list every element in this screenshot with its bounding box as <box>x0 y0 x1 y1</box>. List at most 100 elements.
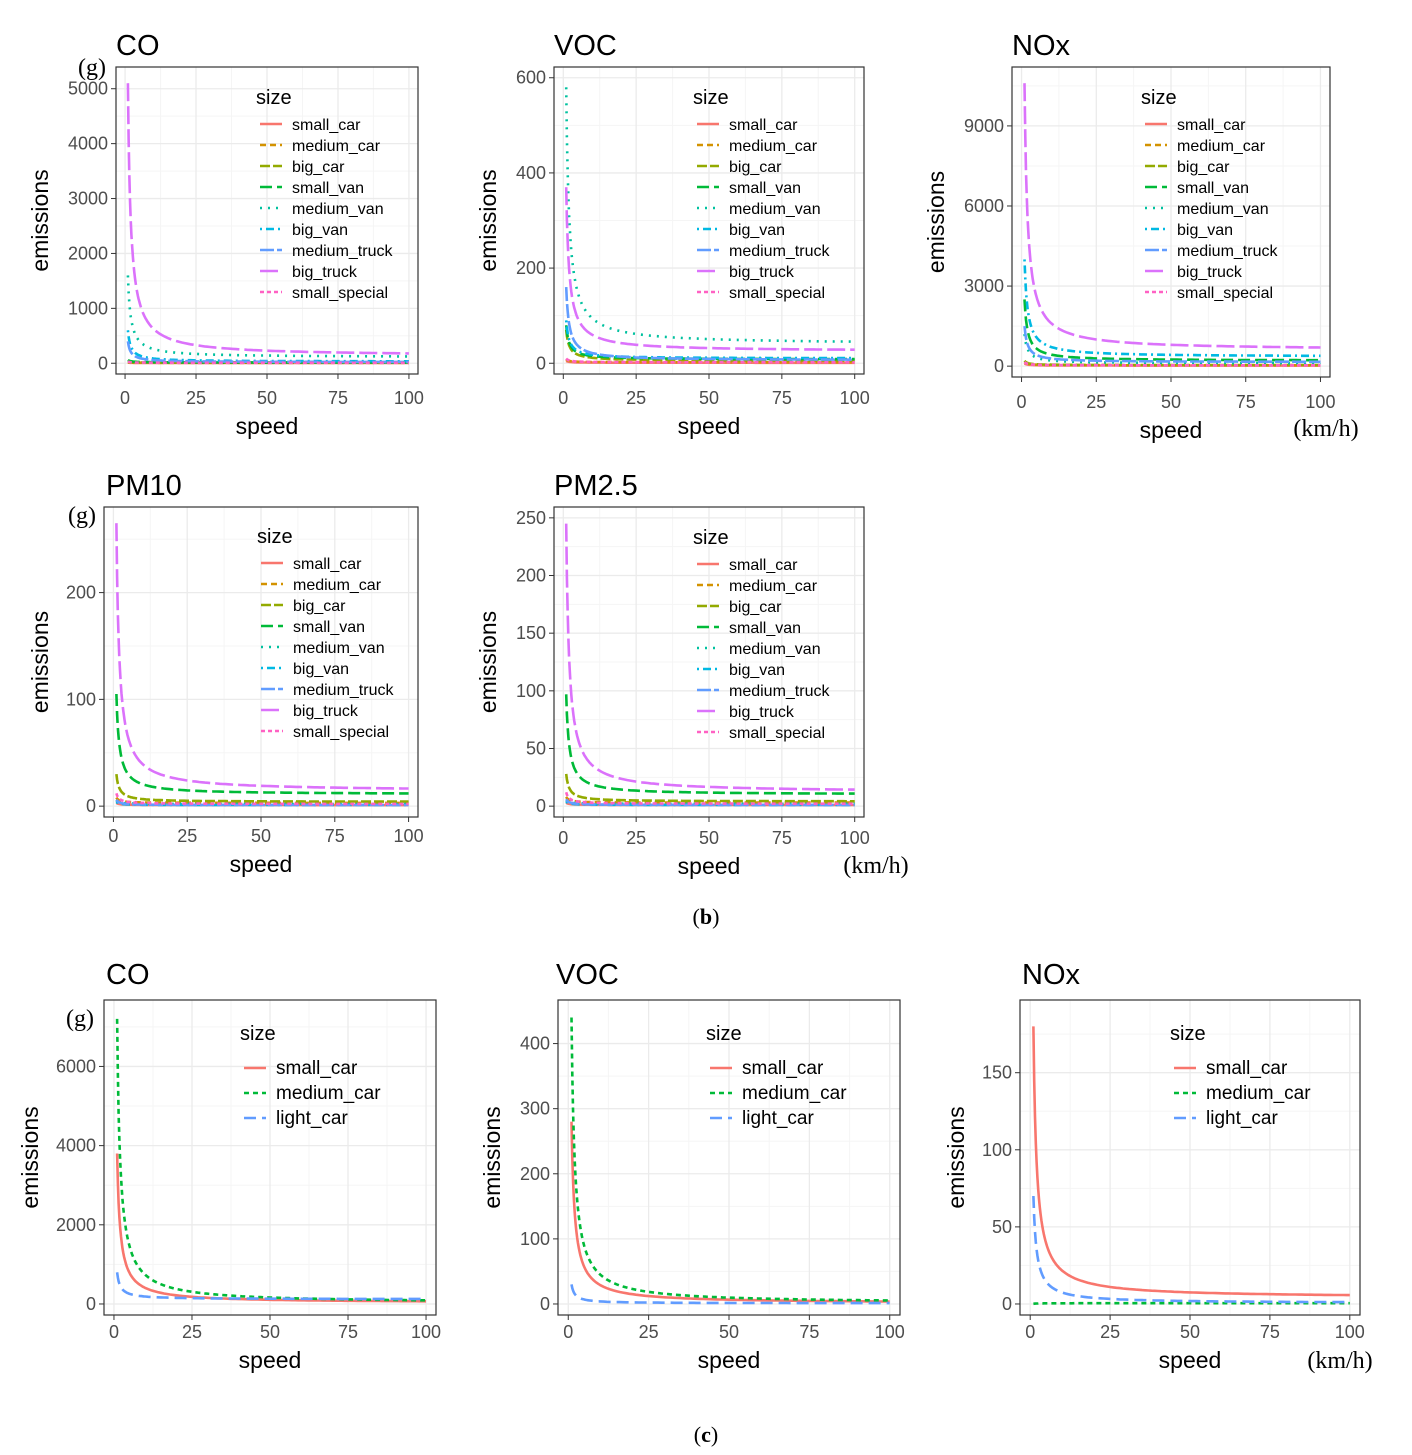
series-group <box>1023 83 1321 367</box>
legend-label-big-car: big_car <box>1177 159 1230 176</box>
y-tick-label: 3000 <box>964 276 1004 296</box>
x-tick-label: 25 <box>626 828 646 848</box>
x-axis-label: speed <box>239 1347 302 1373</box>
series-line-small-car <box>1032 1026 1350 1297</box>
legend-label-medium-car: medium_car <box>1177 138 1266 155</box>
y-tick-label: 2000 <box>68 243 108 263</box>
x-tick-label: 0 <box>1025 1322 1035 1342</box>
y-tick-label: 300 <box>520 1099 550 1119</box>
x-tick-label: 100 <box>394 826 424 846</box>
x-tick-label: 75 <box>325 826 345 846</box>
legend-label-medium-truck: medium_truck <box>1177 243 1278 260</box>
legend-label-small-van: small_van <box>729 620 801 637</box>
chart-title: VOC <box>554 30 617 62</box>
x-tick-label: 25 <box>182 1322 202 1342</box>
y-tick-label: 100 <box>520 1229 550 1249</box>
x-tick-label: 0 <box>1017 392 1027 412</box>
series-line-light-car <box>1032 1195 1350 1304</box>
legend-title: size <box>256 87 292 109</box>
chart-title: PM2.5 <box>554 470 638 502</box>
plot-frame <box>553 506 865 818</box>
x-axis-label: speed <box>1140 417 1203 443</box>
chart-7-voc: 0 25 50 75 100 0 100 200 300 400 VOC speed emissions… <box>479 959 905 1373</box>
x-tick-label: 0 <box>558 388 568 408</box>
x-tick-label: 75 <box>338 1322 358 1342</box>
legend-label-small-special: small_special <box>292 285 388 302</box>
plot-frame <box>557 999 901 1316</box>
legend-label-big-van: big_van <box>729 222 785 239</box>
plot-frame <box>103 999 437 1316</box>
y-tick-label: 150 <box>982 1063 1012 1083</box>
series-group <box>115 523 409 807</box>
x-axis-label: speed <box>1159 1347 1222 1373</box>
chart-3-nox: 0 25 50 75 100 0 3000 6000 9000 NOx speed emissions… <box>923 30 1359 443</box>
legend-title: size <box>706 1023 742 1045</box>
x-tick-label: 50 <box>1161 392 1181 412</box>
series-line-small-special <box>564 791 855 805</box>
series-group <box>570 1017 890 1305</box>
legend-label-small-car: small_car <box>1206 1058 1288 1079</box>
series-line-small-van <box>564 694 855 795</box>
series-line-big-car <box>564 329 855 362</box>
plot-frame <box>115 66 419 375</box>
series-line-medium-van <box>126 275 409 358</box>
y-tick-label: 0 <box>540 1294 550 1314</box>
series-line-medium-van <box>1023 333 1321 365</box>
y-tick-label: 2000 <box>56 1215 96 1235</box>
legend-label-big-van: big_van <box>293 661 349 678</box>
legend-label-small-special: small_special <box>729 285 825 302</box>
x-tick-label: 50 <box>251 826 271 846</box>
y-tick-label: 400 <box>520 1034 550 1054</box>
y-tick-label: 6000 <box>964 196 1004 216</box>
legend-label-small-van: small_van <box>729 180 801 197</box>
x-tick-label: 50 <box>719 1322 739 1342</box>
chart-4-pm10: 0 25 50 75 100 0 100 200 PM10 speed emissions (g) si… <box>27 470 424 877</box>
y-axis-label: emissions <box>17 1106 43 1208</box>
legend-label-medium-car: medium_car <box>293 577 382 594</box>
series-line-big-car <box>115 773 409 803</box>
legend-title: size <box>1141 87 1177 109</box>
y-tick-label: 4000 <box>68 134 108 154</box>
chart-title: CO <box>116 30 160 62</box>
y-axis-label: emissions <box>923 171 949 273</box>
x-unit-label: (km/h) <box>1307 1348 1372 1374</box>
legend-label-big-truck: big_truck <box>1177 264 1243 281</box>
y-tick-label: 100 <box>66 689 96 709</box>
chart-title: PM10 <box>106 470 182 502</box>
legend-label-big-van: big_van <box>1177 222 1233 239</box>
legend-label-big-van: big_van <box>292 222 348 239</box>
series-line-small-special <box>1023 361 1321 367</box>
x-tick-label: 0 <box>563 1322 573 1342</box>
series-group <box>564 523 855 807</box>
legend-label-small-van: small_van <box>1177 180 1249 197</box>
series-line-small-van <box>1023 299 1321 362</box>
legend-label-light-car: light_car <box>742 1108 814 1129</box>
legend-label-medium-car: medium_car <box>729 578 818 595</box>
panel-c-label: (c) <box>694 1422 718 1447</box>
legend-label-small-car: small_car <box>293 556 362 573</box>
x-tick-label: 100 <box>411 1322 441 1342</box>
series-line-big-truck <box>564 187 855 351</box>
y-tick-label: 200 <box>520 1164 550 1184</box>
y-tick-label: 5000 <box>68 79 108 99</box>
series-line-medium-van <box>564 87 855 343</box>
x-axis-label: speed <box>678 853 741 879</box>
y-tick-label: 150 <box>516 623 546 643</box>
y-tick-label: 0 <box>994 356 1004 376</box>
legend-title: size <box>1170 1023 1206 1045</box>
legend-label-light-car: light_car <box>276 1108 348 1129</box>
legend-label-small-car: small_car <box>1177 117 1246 134</box>
x-tick-label: 75 <box>772 388 792 408</box>
chart-5-pm25: 0 25 50 75 100 0 50 100 150 200 250 PM2.5 speed emiss… <box>475 470 909 879</box>
series-line-big-car <box>564 773 855 803</box>
legend-label-medium-van: medium_van <box>729 641 821 658</box>
y-tick-label: 4000 <box>56 1136 96 1156</box>
y-tick-label: 200 <box>516 258 546 278</box>
x-tick-label: 50 <box>1180 1322 1200 1342</box>
legend-label-small-special: small_special <box>293 724 389 741</box>
x-axis-label: speed <box>230 851 293 877</box>
y-tick-label: 200 <box>66 583 96 603</box>
